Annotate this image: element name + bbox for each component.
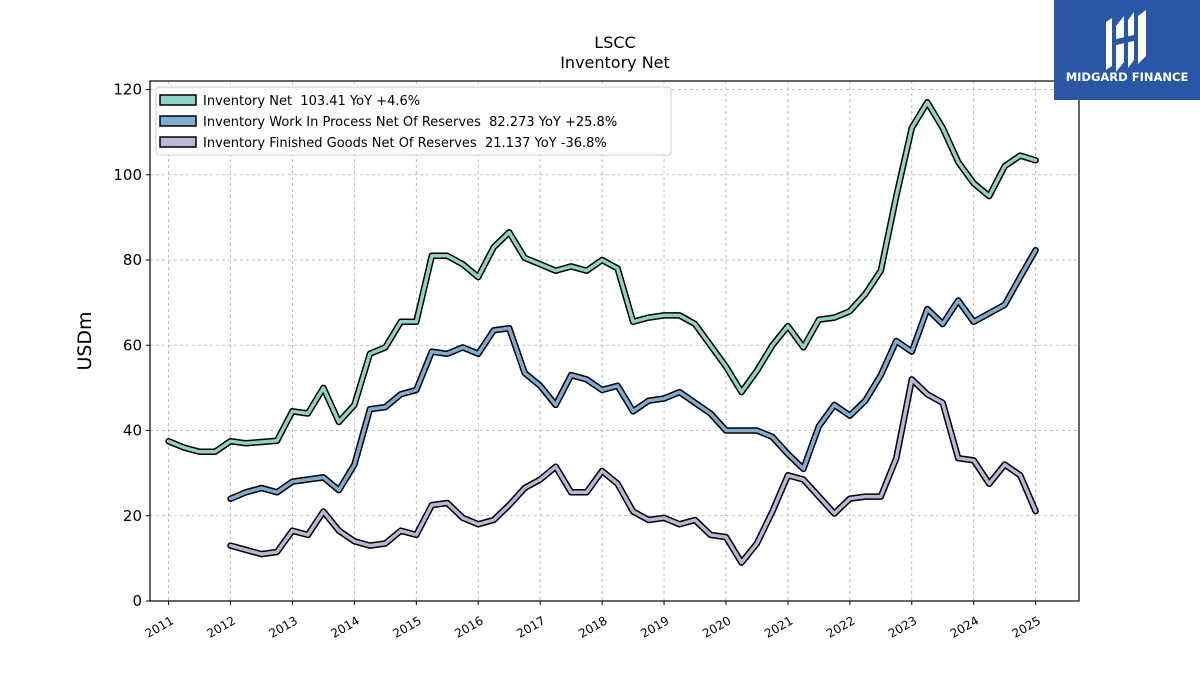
- x-tick-label: 2024: [948, 613, 981, 640]
- legend-swatch: [159, 94, 197, 106]
- x-tick-label: 2020: [700, 613, 733, 640]
- x-tick-label: 2016: [452, 613, 485, 640]
- x-tick-label: 2021: [762, 613, 795, 640]
- x-tick-label: 2025: [1010, 613, 1043, 640]
- y-tick-label: 60: [123, 336, 142, 354]
- series-lines: [165, 99, 1039, 566]
- x-tick-label: 2015: [390, 613, 423, 640]
- x-tick-label: 2014: [328, 613, 361, 640]
- x-tick-label: 2019: [638, 613, 671, 640]
- y-tick-label: 100: [113, 166, 142, 184]
- x-tick-label: 2022: [824, 613, 857, 640]
- legend-swatch: [159, 136, 197, 148]
- y-axis-label: USDm: [74, 311, 96, 370]
- x-tick-label: 2013: [266, 613, 299, 640]
- legend-entry: Inventory Work In Process Net Of Reserve…: [203, 115, 617, 130]
- x-tick-label: 2017: [514, 613, 547, 640]
- brand-logo: MIDGARD FINANCE: [1054, 0, 1200, 100]
- series-line-0: [166, 100, 1038, 454]
- series-line-1: [228, 248, 1038, 501]
- series-outline-1: [227, 246, 1039, 502]
- x-axis: 2011 2012 2013 2014 2015 2016 2017 2018 2019 2020…: [143, 601, 1043, 641]
- x-tick-label: 2012: [205, 613, 238, 640]
- series-line-2: [228, 377, 1038, 565]
- grid-lines: [150, 81, 1079, 602]
- x-tick-label: 2023: [886, 613, 919, 640]
- brand-logo-icon: [1106, 10, 1146, 72]
- y-tick-label: 20: [123, 507, 142, 525]
- legend: Inventory Net 103.41 YoY +4.6% Inventory …: [155, 86, 672, 156]
- brand-name: MIDGARD FINANCE: [1065, 70, 1189, 84]
- plot-frame: [149, 80, 1080, 602]
- legend-entry: Inventory Net 103.41 YoY +4.6%: [203, 94, 420, 109]
- chart-subtitle: Inventory Net: [560, 53, 670, 72]
- y-axis: 0 20 40 60 80 100 120: [113, 81, 150, 610]
- x-tick-label: 2011: [143, 613, 176, 640]
- y-tick-label: 40: [123, 422, 142, 440]
- legend-swatch: [159, 115, 197, 127]
- y-tick-label: 0: [132, 592, 142, 610]
- y-tick-label: 120: [113, 81, 142, 99]
- y-tick-label: 80: [123, 251, 142, 269]
- x-tick-label: 2018: [576, 613, 609, 640]
- legend-entry: Inventory Finished Goods Net Of Reserves…: [203, 136, 607, 151]
- chart-title: LSCC: [594, 33, 635, 52]
- legend-box: [155, 86, 672, 156]
